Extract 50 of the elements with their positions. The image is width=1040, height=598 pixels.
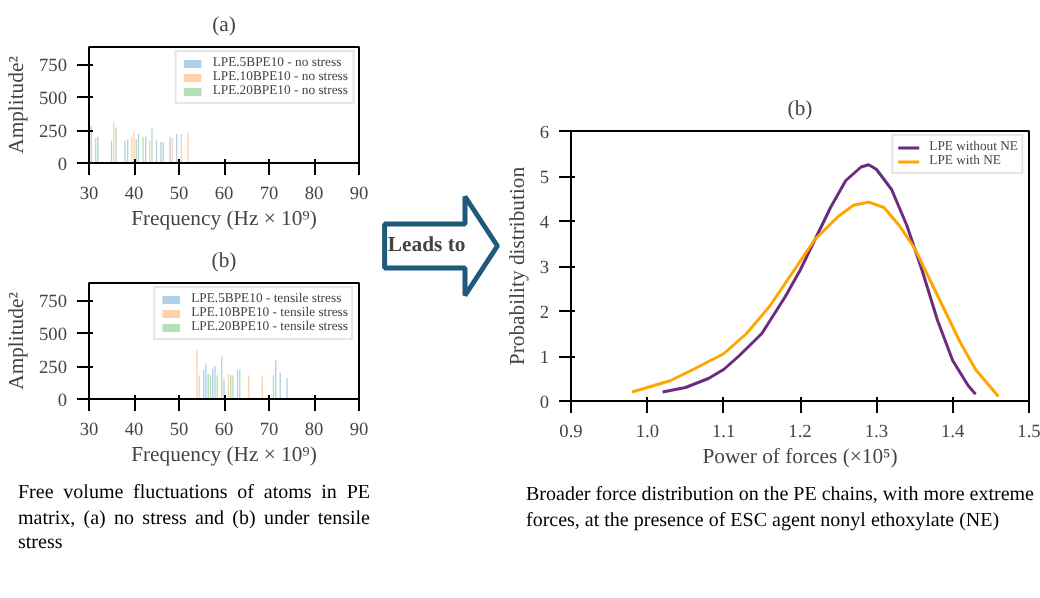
y-tick-label: 500 — [39, 90, 68, 111]
chart-title: (b) — [787, 99, 814, 121]
chart-title: (a) — [212, 15, 237, 37]
x-tick-label: 0.9 — [559, 423, 584, 443]
y-tick-label: 750 — [39, 57, 68, 78]
x-tick-label: 80 — [304, 421, 324, 441]
text: Free volume fluctuations of atoms in PE matrix, (a) no stress and (b) under tensile stress — [18, 482, 370, 557]
y-tick-label: 1 — [539, 349, 550, 369]
y-tick-label: 0 — [57, 392, 68, 412]
x-tick-label: 90 — [349, 185, 369, 205]
x-axis-title: Frequency (Hz × 10⁹) — [131, 209, 318, 231]
y-tick-label: 750 — [39, 293, 68, 314]
x-tick-label: 1.4 — [941, 423, 965, 443]
x-tick-label: 30 — [79, 185, 99, 205]
x-tick-label: 30 — [79, 421, 99, 441]
y-tick-label: 500 — [39, 326, 68, 347]
x-tick-label: 1.5 — [1017, 423, 1040, 443]
y-axis-title: Amplitude² — [7, 292, 30, 390]
x-tick-label: 1.2 — [788, 423, 813, 443]
y-axis-title: Amplitude² — [7, 56, 30, 154]
x-tick-label: 1.1 — [712, 423, 736, 443]
y-tick-label: 5 — [539, 169, 550, 189]
x-tick-label: 60 — [214, 421, 234, 441]
line-series — [630, 200, 1000, 398]
line-series — [661, 163, 978, 396]
x-tick-label: 40 — [124, 185, 144, 205]
y-tick-label: 250 — [39, 123, 68, 144]
y-tick-label: 0 — [539, 394, 550, 414]
x-tick-label: 70 — [259, 421, 279, 441]
y-tick-label: 3 — [539, 259, 550, 279]
y-tick-label: 0 — [57, 156, 68, 176]
x-tick-label: 40 — [124, 421, 144, 441]
x-tick-label: 50 — [169, 421, 189, 441]
text: Leads to — [387, 235, 466, 257]
x-tick-label: 90 — [349, 421, 369, 441]
x-tick-label: 1.3 — [864, 423, 889, 443]
x-tick-label: 80 — [304, 185, 324, 205]
y-tick-label: 2 — [539, 304, 550, 324]
chart-title: (b) — [211, 251, 238, 273]
x-tick-label: 60 — [214, 185, 234, 205]
x-tick-label: 1.0 — [635, 423, 660, 443]
x-axis-title: Frequency (Hz × 10⁹) — [131, 445, 318, 467]
x-tick-label: 50 — [169, 185, 189, 205]
text: Broader force distribution on the PE chains, with more extreme forces, at the presence of ESC agent nonyl ethoxylate (NE) — [526, 484, 1034, 534]
x-tick-label: 70 — [259, 185, 279, 205]
x-axis-title: Power of forces (×10⁵) — [702, 447, 899, 469]
y-tick-label: 6 — [539, 124, 550, 144]
y-tick-label: 4 — [539, 214, 550, 234]
y-tick-label: 250 — [39, 359, 68, 380]
y-axis-title: Probability distribution — [507, 165, 530, 366]
